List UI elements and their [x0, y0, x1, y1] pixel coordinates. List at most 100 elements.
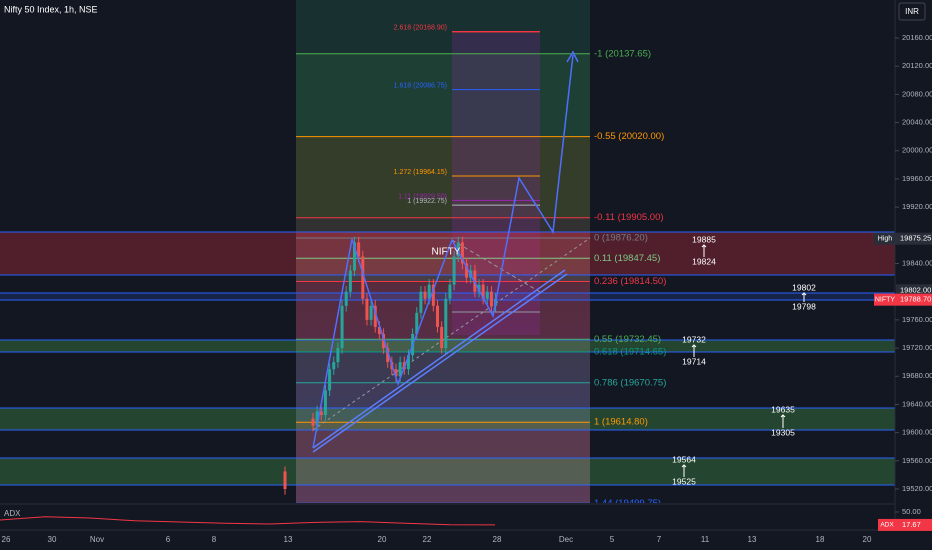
candle-body — [394, 369, 398, 377]
candle-body — [323, 390, 327, 416]
candle-body — [477, 284, 481, 292]
x-tick-label: 20 — [378, 535, 387, 544]
dashed-diagonal — [451, 239, 541, 293]
candle-body — [456, 242, 460, 257]
fib-ext-label: 2.618 (20168.90) — [394, 25, 447, 32]
y-tick-label: 20160.00 — [902, 33, 932, 42]
x-tick-label: 26 — [2, 535, 11, 544]
y-tick-label: 19640.00 — [902, 399, 932, 408]
x-tick-label: 11 — [701, 535, 710, 544]
zone-bottom: 19305 — [771, 427, 795, 437]
candle-body — [332, 362, 336, 370]
price-tag: NIFTY — [875, 296, 896, 303]
fib-band — [296, 382, 590, 423]
x-tick-label: Nov — [90, 535, 104, 544]
adx-value: 17.67 — [902, 520, 921, 529]
arrow-head — [566, 50, 579, 63]
currency-box — [898, 2, 926, 21]
candle-body — [336, 348, 340, 363]
x-tick-label: 18 — [816, 535, 825, 544]
fib-label: 0.236 (19814.50) — [594, 276, 666, 287]
zone-arrow-head — [701, 244, 707, 248]
fib-ext-label: 1 (19922.75) — [407, 198, 447, 205]
x-tick-label: 13 — [748, 535, 757, 544]
fib-label: -1 (20137.65) — [594, 48, 651, 59]
price-label: 19802.00 — [900, 285, 931, 294]
x-tick-label: 5 — [610, 535, 615, 544]
fib-label: -0.11 (19905.00) — [594, 212, 664, 223]
symbol-title: Nifty 50 Index, 1h, NSE — [4, 4, 98, 14]
y-tick-label: 19720.00 — [902, 343, 932, 352]
zone-top: 19564 — [672, 454, 696, 464]
fib-ext-label: 1.618 (20086.75) — [394, 82, 447, 89]
zones — [0, 231, 895, 486]
candle-body — [427, 284, 431, 299]
x-tick-label: 22 — [423, 535, 432, 544]
adx-label-box — [878, 518, 896, 531]
trendline — [312, 273, 568, 453]
price-tag-box — [874, 293, 896, 306]
candle-body — [452, 256, 456, 285]
y-tick-label: 19600.00 — [902, 428, 932, 437]
y-tick-label: 19760.00 — [902, 315, 932, 324]
zone — [0, 408, 895, 430]
x-tick-label: 8 — [212, 535, 217, 544]
fib-label: 0.618 (19714.65) — [594, 346, 666, 357]
candle-body — [465, 263, 469, 278]
zone-top: 19732 — [682, 334, 706, 344]
fib-label: 1.44 (19499.75) — [594, 498, 661, 509]
adx-label: ADX — [4, 509, 21, 518]
candle-body — [398, 362, 402, 377]
fib-lines: -1 (20137.65) -0.55 (20020.00) -0.11 (1990… — [296, 25, 666, 509]
candle-body — [431, 284, 435, 306]
main-pane: -1 (20137.65) -0.55 (20020.00) -0.11 (1990… — [0, 0, 895, 509]
zone-bottom: 19824 — [692, 256, 716, 266]
symbol-label: NIFTY — [432, 247, 461, 258]
candle-body — [344, 291, 348, 306]
price-label: 19788.70 — [900, 295, 931, 304]
zone-bottom: 19798 — [792, 301, 816, 311]
candle-body — [365, 298, 369, 320]
trendline — [312, 269, 566, 449]
candle-body — [419, 291, 423, 313]
x-tick-label: Dec — [559, 535, 573, 544]
adx-value-box — [896, 518, 932, 531]
zone-top: 19635 — [771, 404, 795, 414]
projection-box — [452, 33, 540, 335]
x-tick-label: 30 — [48, 535, 57, 544]
candle-body — [348, 270, 352, 292]
y-tick-label: 20000.00 — [902, 146, 932, 155]
y-tick-label: 19560.00 — [902, 456, 932, 465]
y-tick-label: 19840.00 — [902, 258, 932, 267]
candle-body — [415, 312, 419, 334]
zone — [0, 340, 895, 352]
price-label: 19875.25 — [900, 234, 931, 243]
candle-body — [440, 326, 444, 349]
y-tick-label: 19960.00 — [902, 174, 932, 183]
fib-label: 0.786 (19670.75) — [594, 377, 666, 388]
fib-label: 0 (19876.20) — [594, 233, 648, 244]
zone-bottom: 19525 — [672, 476, 696, 486]
zone-annotations: 19885 19824 19802 19798 19732 19714 19635 19305… — [672, 234, 816, 486]
fib-label: 0.55 (19732.45) — [594, 334, 661, 345]
candle-body — [328, 369, 332, 391]
axes: 20160.00 20120.00 20080.00 20040.00 20000.00… — [2, 33, 932, 544]
dashed-trend — [312, 237, 591, 431]
price-label-box — [896, 232, 932, 245]
candle-body — [340, 305, 344, 349]
candle-body — [436, 305, 439, 327]
fib-fills — [296, 53, 590, 503]
zone-arrow-head — [681, 464, 687, 468]
x-tick-label: 7 — [657, 535, 662, 544]
candle-body — [382, 333, 386, 349]
fib-label: 0.11 (19847.45) — [594, 253, 660, 264]
x-tick-label: 13 — [284, 535, 293, 544]
fib-label: -0.55 (20020.00) — [594, 131, 664, 142]
fib-band — [296, 422, 590, 503]
fib-ext-label: 1.272 (19964.15) — [394, 169, 447, 176]
fib-ext-label: 1.11 (19929.50) — [398, 193, 447, 200]
zone — [0, 293, 895, 300]
fib-band — [296, 136, 590, 218]
pattern-line — [312, 54, 574, 449]
